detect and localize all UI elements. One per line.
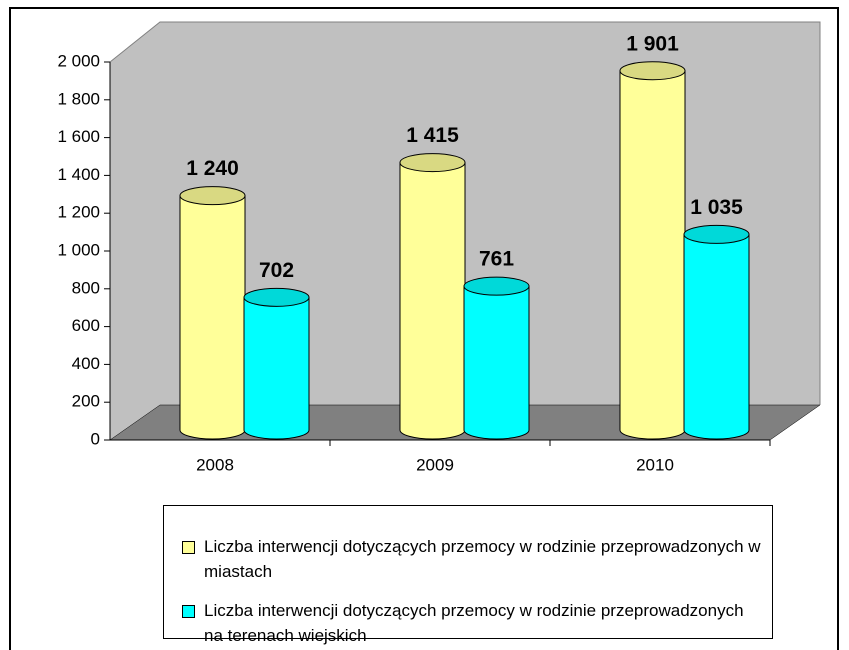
y-tick-label: 1 800 [57, 89, 100, 108]
value-label: 702 [259, 259, 294, 282]
x-tick-label: 2009 [416, 455, 454, 474]
value-label: 1 901 [626, 32, 679, 55]
cylinder-top [179, 186, 246, 206]
cylinder [243, 296, 310, 440]
y-tick-label: 2 000 [57, 51, 100, 70]
value-label: 761 [479, 248, 514, 271]
y-tick-label: 1 200 [57, 203, 100, 222]
y-tick-label: 600 [72, 316, 100, 335]
legend-item: Liczba interwencji dotyczących przemocy … [182, 598, 764, 648]
y-tick-label: 1 000 [57, 240, 100, 259]
y-tick-label: 400 [72, 354, 100, 373]
legend-label: Liczba interwencji dotyczących przemocy … [204, 537, 761, 581]
wall-edge [109, 21, 821, 405]
legend-swatch [182, 541, 195, 554]
legend-label: Liczba interwencji dotyczących przemocy … [204, 601, 744, 645]
cylinder-top [243, 287, 310, 307]
y-tick-label: 0 [91, 429, 100, 448]
cylinder [463, 285, 530, 440]
cylinder [683, 233, 750, 440]
chart-frame [9, 7, 839, 650]
cylinder-top [463, 276, 530, 296]
cylinder-top [399, 153, 466, 173]
y-tick-label: 1 600 [57, 127, 100, 146]
cylinder [179, 195, 246, 440]
y-tick-label: 800 [72, 278, 100, 297]
cylinder [399, 162, 466, 440]
x-tick-label: 2010 [636, 455, 674, 474]
y-tick-label: 200 [72, 392, 100, 411]
legend-item: Liczba interwencji dotyczących przemocy … [182, 534, 764, 584]
value-label: 1 240 [186, 157, 239, 180]
cylinder [619, 70, 686, 440]
legend: Liczba interwencji dotyczących przemocy … [163, 505, 773, 645]
value-label: 1 035 [690, 196, 743, 219]
cylinder-top [683, 224, 750, 244]
legend-swatch [182, 605, 195, 618]
value-label: 1 415 [406, 124, 459, 147]
y-tick-label: 1 400 [57, 165, 100, 184]
cylinder-top [619, 61, 686, 81]
x-tick-label: 2008 [196, 455, 234, 474]
